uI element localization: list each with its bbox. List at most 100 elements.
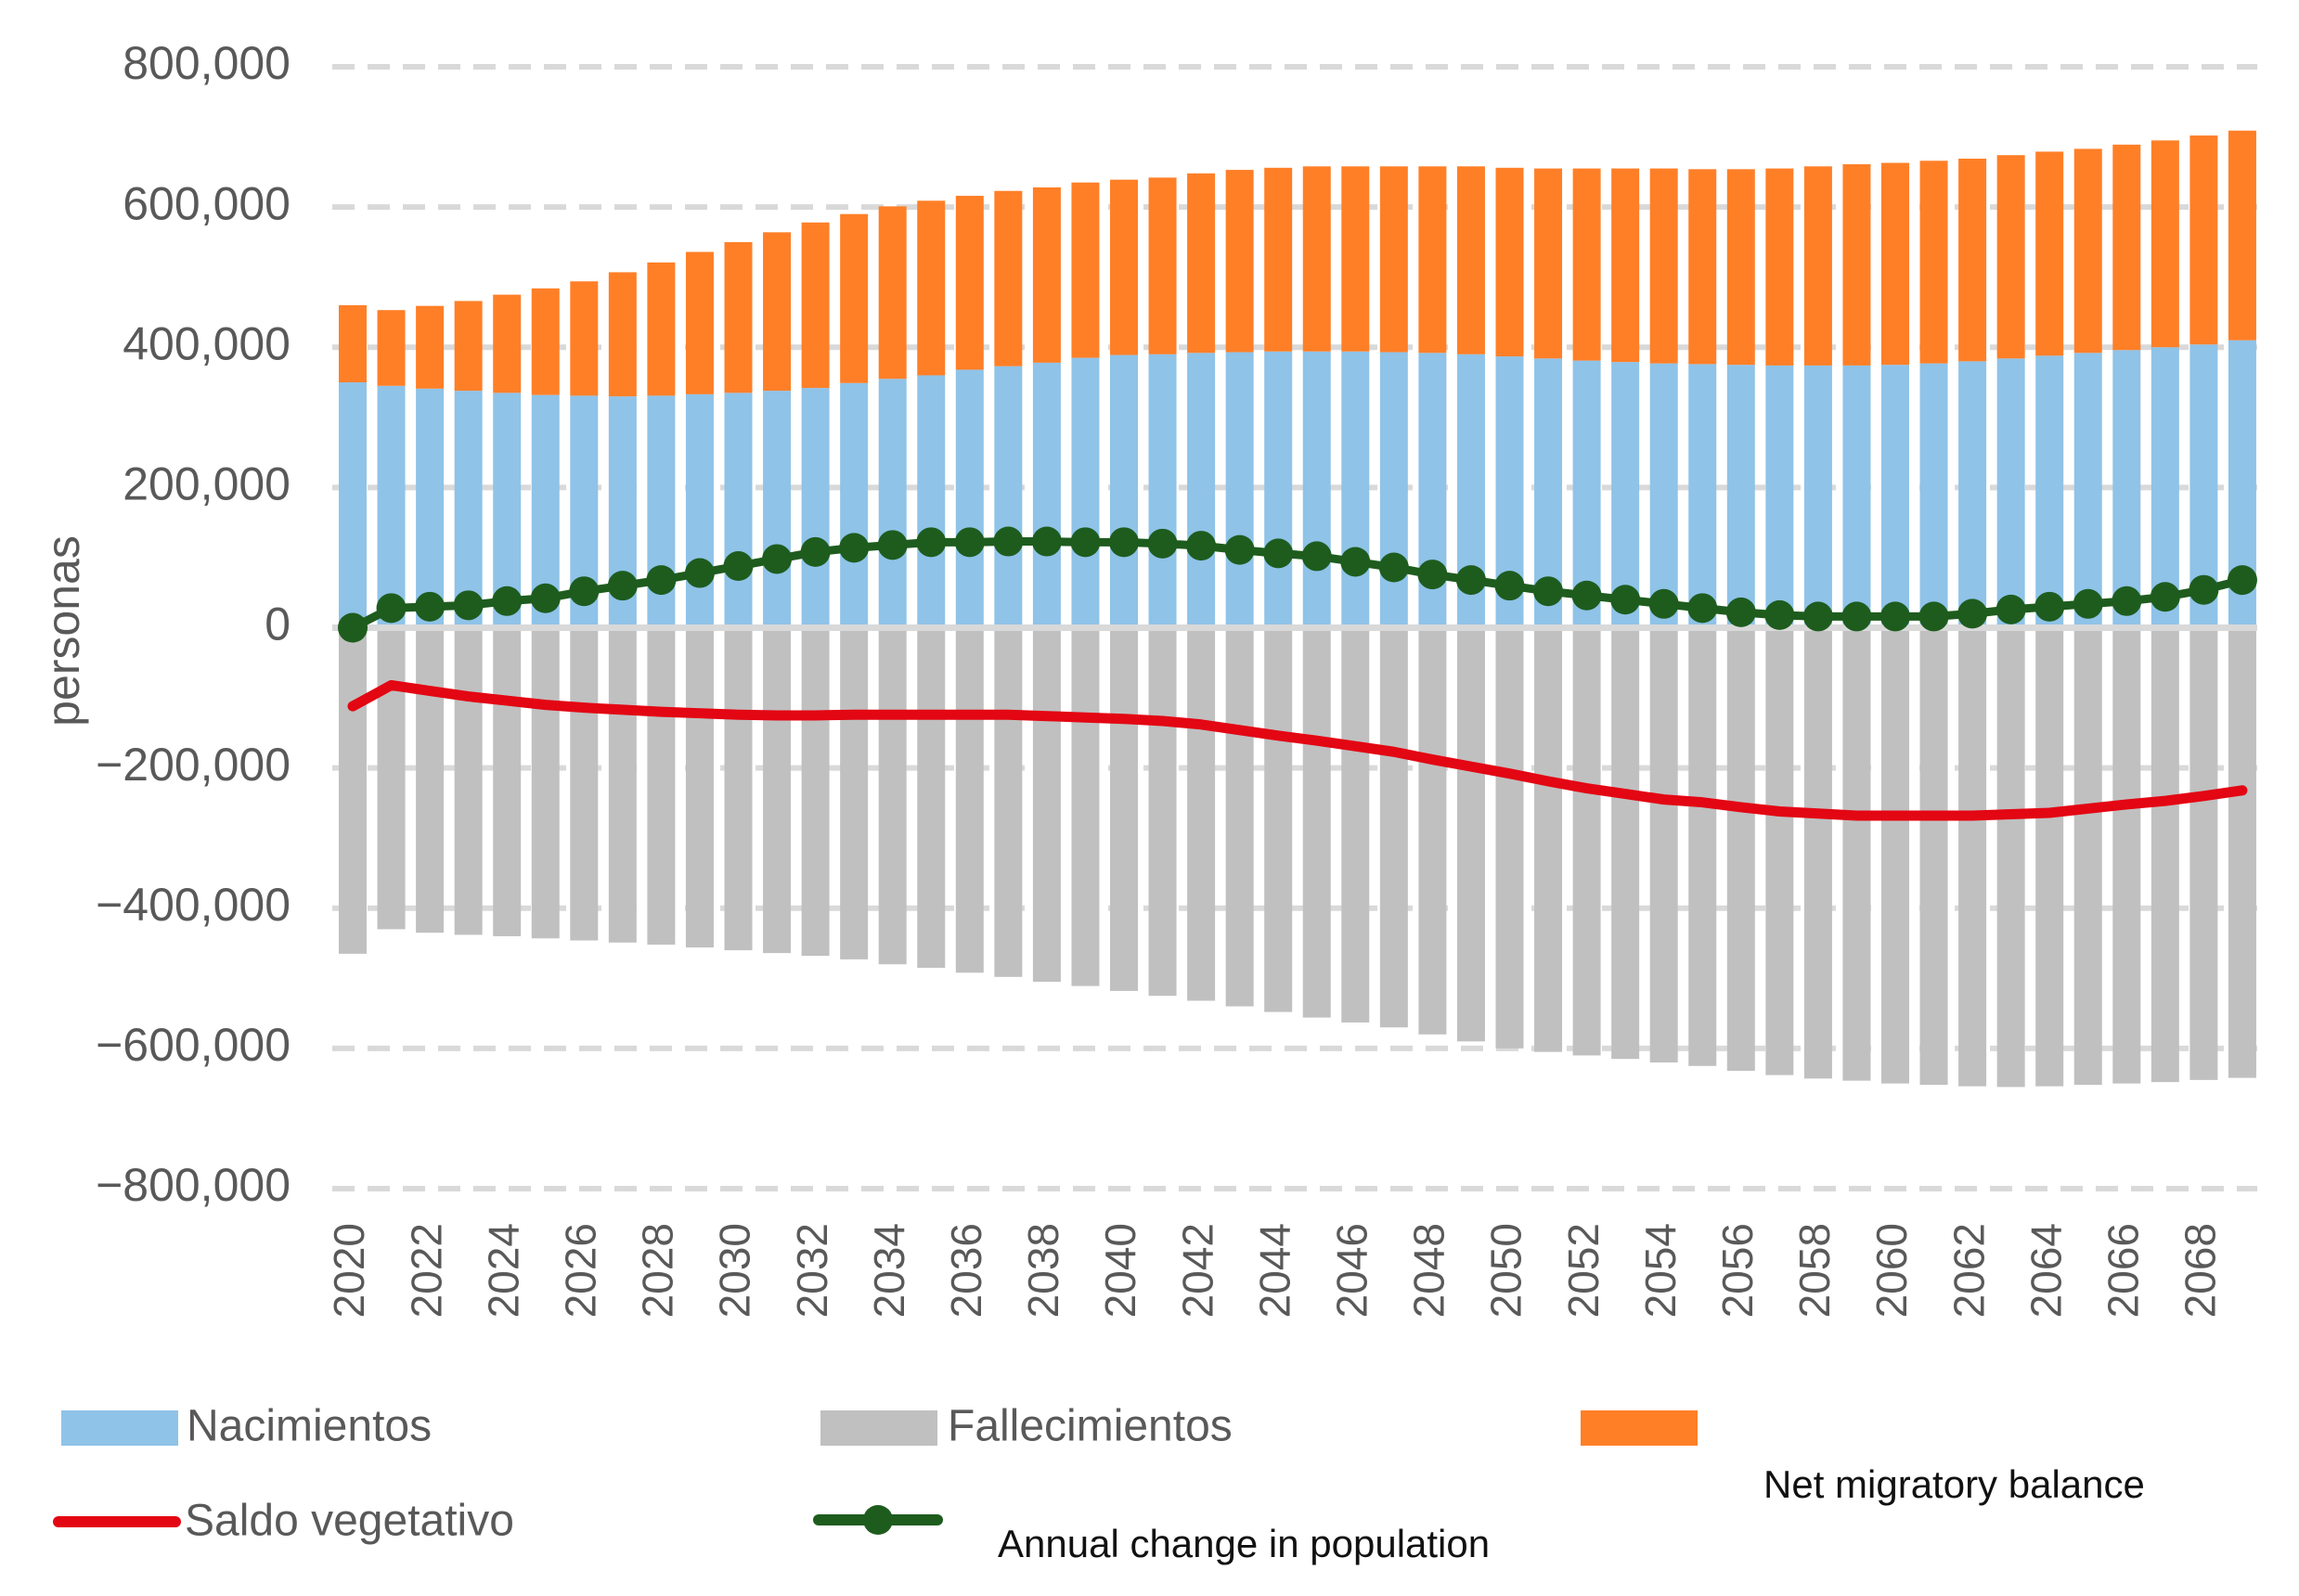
bar-fallecimientos [339, 627, 367, 954]
bar-fallecimientos [1765, 627, 1794, 1075]
bar-fallecimientos [994, 627, 1023, 977]
marker-annual-change [993, 526, 1024, 557]
marker-annual-change [1648, 588, 1679, 619]
x-tick-label: 2054 [1636, 1223, 1685, 1318]
marker-annual-change [800, 536, 831, 567]
x-tick-label: 2040 [1096, 1223, 1144, 1318]
bar-net-migratory-balance [2189, 135, 2218, 345]
bar-nacimientos [1649, 363, 1678, 628]
bar-nacimientos [685, 393, 714, 628]
bar-fallecimientos [1842, 627, 1871, 1081]
bar-fallecimientos [1726, 627, 1755, 1072]
marker-annual-change [1186, 531, 1217, 561]
marker-annual-change [762, 544, 793, 574]
bar-net-migratory-balance [1534, 168, 1563, 359]
bar-net-migratory-balance [1996, 155, 2025, 359]
bar-fallecimientos [2150, 627, 2179, 1083]
bar-net-migratory-balance [763, 232, 792, 392]
marker-annual-change [2034, 591, 2065, 622]
x-tick-label: 2022 [402, 1223, 450, 1318]
bar-net-migratory-balance [1225, 170, 1254, 353]
bar-fallecimientos [608, 627, 637, 943]
bar-net-migratory-balance [1110, 179, 1138, 355]
y-tick-label: 200,000 [123, 458, 291, 510]
marker-annual-change [1880, 601, 1910, 632]
bar-nacimientos [1958, 361, 1987, 628]
bar-fallecimientos [2073, 627, 2102, 1086]
bar-nacimientos [840, 382, 869, 628]
legend-label: Nacimientos [187, 1402, 432, 1451]
x-tick-label: 2034 [865, 1223, 913, 1318]
bar-fallecimientos [1110, 627, 1138, 991]
bar-nacimientos [454, 391, 483, 628]
marker-annual-change [1533, 576, 1564, 607]
x-tick-label: 2024 [479, 1223, 527, 1318]
bar-net-migratory-balance [917, 200, 946, 376]
bar-fallecimientos [647, 627, 676, 946]
bar-fallecimientos [1495, 627, 1524, 1049]
bar-fallecimientos [493, 627, 522, 936]
bar-nacimientos [1341, 351, 1370, 628]
bar-fallecimientos [917, 627, 946, 968]
marker-annual-change [684, 558, 715, 588]
y-tick-label: 400,000 [123, 317, 291, 369]
bar-nacimientos [1842, 365, 1871, 628]
bar-fallecimientos [1418, 627, 1447, 1035]
marker-annual-change [1224, 534, 1255, 565]
bar-fallecimientos [531, 627, 560, 939]
legend-swatch [820, 1410, 937, 1446]
legend: Nacimientos Fallecimientos Net migratory b… [53, 1402, 2145, 1565]
bar-net-migratory-balance [1919, 161, 1948, 364]
bar-fallecimientos [377, 627, 406, 930]
bar-net-migratory-balance [1649, 168, 1678, 364]
bar-fallecimientos [570, 627, 599, 941]
bar-net-migratory-balance [724, 241, 753, 393]
bar-net-migratory-balance [454, 301, 483, 392]
bar-fallecimientos [1264, 627, 1293, 1012]
bar-fallecimientos [840, 627, 869, 959]
bar-nacimientos [917, 375, 946, 628]
marker-annual-change [2112, 586, 2142, 616]
x-tick-label: 2048 [1405, 1223, 1453, 1318]
bar-nacimientos [2112, 350, 2141, 628]
marker-annual-change [415, 591, 446, 622]
marker-annual-change [877, 530, 908, 560]
bar-nacimientos [1071, 357, 1100, 628]
marker-annual-change [916, 527, 947, 558]
bar-nacimientos [377, 385, 406, 628]
bar-net-migratory-balance [1688, 169, 1717, 365]
bar-fallecimientos [685, 627, 714, 948]
bar-net-migratory-balance [1379, 166, 1408, 353]
bar-nacimientos [994, 366, 1023, 628]
legend-swatch-marker [863, 1505, 893, 1535]
bar-nacimientos [1765, 365, 1794, 628]
x-tick-label: 2064 [2021, 1223, 2070, 1318]
bar-net-migratory-balance [1765, 168, 1794, 366]
bar-fallecimientos [1572, 627, 1601, 1056]
marker-annual-change [1764, 599, 1795, 630]
marker-annual-change [1109, 527, 1139, 558]
x-tick-label: 2036 [942, 1223, 990, 1318]
bar-nacimientos [1225, 352, 1254, 628]
marker-annual-change [376, 593, 407, 624]
bar-nacimientos [724, 393, 753, 628]
bar-fallecimientos [1187, 627, 1216, 1001]
bar-fallecimientos [763, 627, 792, 954]
x-tick-label: 2044 [1250, 1223, 1298, 1318]
bar-nacimientos [1881, 365, 1909, 628]
bar-fallecimientos [1341, 627, 1370, 1023]
bar-fallecimientos [801, 627, 830, 957]
x-tick-label: 2068 [2176, 1223, 2225, 1318]
marker-annual-change [492, 586, 523, 616]
marker-annual-change [839, 533, 870, 563]
marker-annual-change [1378, 552, 1409, 583]
y-tick-label: −800,000 [96, 1159, 291, 1211]
marker-annual-change [607, 571, 638, 601]
bar-net-migratory-balance [1302, 166, 1331, 352]
marker-annual-change [1494, 571, 1525, 601]
marker-annual-change [2073, 588, 2103, 619]
x-tick-label: 2032 [788, 1223, 836, 1318]
bar-fallecimientos [416, 627, 445, 933]
x-tick-label: 2056 [1713, 1223, 1762, 1318]
bar-net-migratory-balance [2073, 148, 2102, 354]
